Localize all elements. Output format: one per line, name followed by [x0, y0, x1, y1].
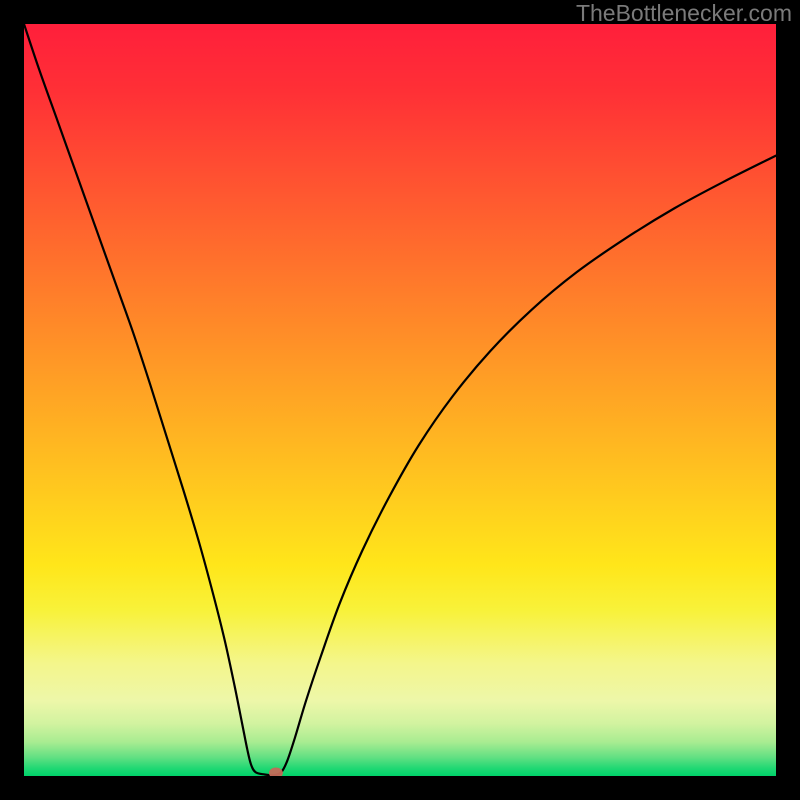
bottleneck-curve: [24, 24, 776, 776]
plot-area: [24, 24, 776, 776]
watermark-text: TheBottlenecker.com: [576, 0, 792, 27]
min-marker: [269, 767, 283, 776]
